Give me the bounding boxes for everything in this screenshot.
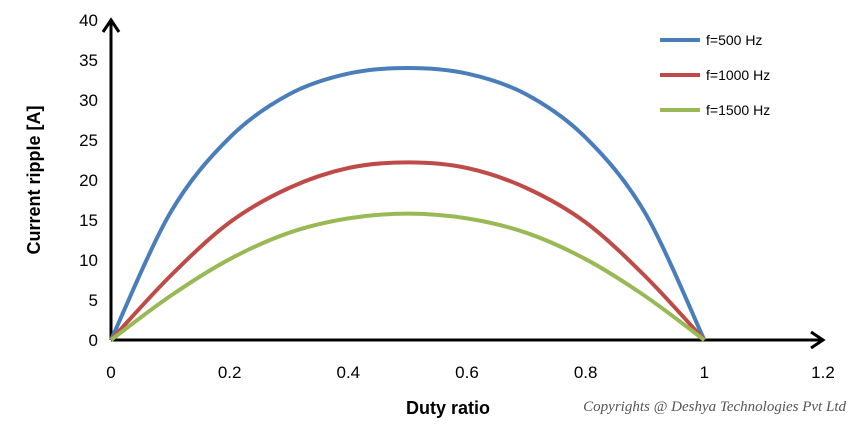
x-tick-label: 0.8 bbox=[574, 363, 598, 382]
y-tick-label: 30 bbox=[79, 91, 98, 110]
y-tick-label: 5 bbox=[89, 291, 98, 310]
legend-label: f=1000 Hz bbox=[706, 67, 770, 83]
y-tick-label: 15 bbox=[79, 211, 98, 230]
copyright-watermark: Copyrights @ Deshya Technologies Pvt Ltd bbox=[583, 399, 846, 415]
x-tick-label: 0.2 bbox=[218, 363, 242, 382]
series-line-2 bbox=[109, 160, 706, 342]
x-tick-label: 1 bbox=[700, 363, 709, 382]
x-tick-label: 1.2 bbox=[811, 363, 835, 382]
y-tick-label: 35 bbox=[79, 51, 98, 70]
x-tick-label: 0.6 bbox=[455, 363, 479, 382]
y-axis-title: Current ripple [A] bbox=[24, 105, 44, 254]
legend: f=500 Hz f=1000 Hz f=1500 Hz bbox=[660, 32, 770, 118]
x-tick-label: 0.4 bbox=[337, 363, 361, 382]
y-tick-label: 20 bbox=[79, 171, 98, 190]
y-tick-label: 0 bbox=[89, 331, 98, 350]
y-tick-label: 10 bbox=[79, 251, 98, 270]
y-tick-label: 25 bbox=[79, 131, 98, 150]
tick-labels: 0 0.2 0.4 0.6 0.8 1 1.2 0 5 10 15 20 25 30 35 40 bbox=[79, 11, 835, 382]
y-axis-arrow bbox=[101, 17, 121, 33]
x-axis-title: Duty ratio bbox=[406, 398, 490, 418]
legend-label: f=500 Hz bbox=[706, 32, 762, 48]
y-tick-label: 40 bbox=[79, 11, 98, 30]
x-tick-label: 0 bbox=[106, 363, 115, 382]
legend-label: f=1500 Hz bbox=[706, 102, 770, 118]
series-line-1 bbox=[109, 66, 707, 341]
series-line-3 bbox=[109, 211, 706, 342]
x-axis-arrow bbox=[810, 330, 826, 350]
series-lines bbox=[109, 66, 707, 342]
